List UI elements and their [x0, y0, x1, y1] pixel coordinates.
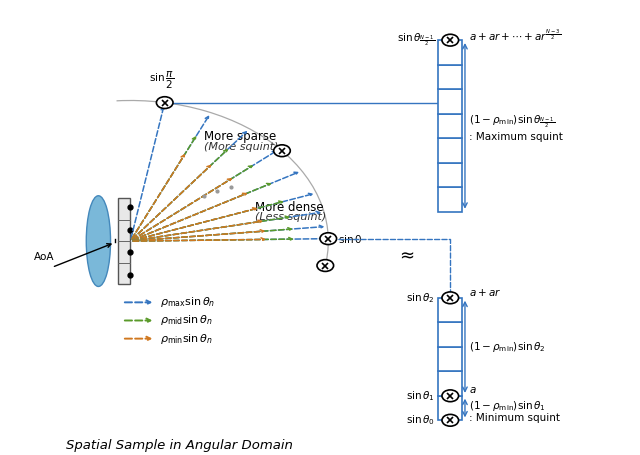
Bar: [438, 371, 463, 396]
Circle shape: [317, 260, 333, 272]
Bar: [438, 65, 463, 89]
Bar: [438, 347, 463, 371]
Bar: [118, 198, 131, 284]
Text: $(1 - \rho_{\min}) \sin\theta_1$: $(1 - \rho_{\min}) \sin\theta_1$: [468, 399, 546, 413]
Bar: [438, 89, 463, 114]
Text: $\sin\theta_2$: $\sin\theta_2$: [406, 291, 435, 305]
Text: : Minimum squint: : Minimum squint: [468, 413, 560, 423]
Bar: [438, 322, 463, 347]
Text: $a$: $a$: [468, 385, 476, 395]
Text: $\rho_{\max} \sin\theta_n$: $\rho_{\max} \sin\theta_n$: [161, 295, 216, 309]
Circle shape: [442, 292, 459, 303]
Text: $\approx$: $\approx$: [396, 246, 414, 264]
Text: More dense: More dense: [255, 201, 323, 213]
Bar: [438, 138, 463, 162]
Bar: [438, 298, 463, 322]
Circle shape: [442, 390, 459, 402]
Text: $\sin\dfrac{\pi}{2}$: $\sin\dfrac{\pi}{2}$: [149, 70, 174, 91]
Circle shape: [156, 97, 173, 109]
Text: $a + ar$: $a + ar$: [468, 287, 501, 298]
Text: $\rho_{\mathrm{mid}} \sin\theta_n$: $\rho_{\mathrm{mid}} \sin\theta_n$: [161, 313, 213, 328]
Text: $(1 - \rho_{\min}) \sin\theta_2$: $(1 - \rho_{\min}) \sin\theta_2$: [468, 340, 545, 354]
Circle shape: [320, 233, 337, 244]
Bar: [438, 187, 463, 212]
Text: : Maximum squint: : Maximum squint: [468, 132, 563, 142]
Text: Spatial Sample in Angular Domain: Spatial Sample in Angular Domain: [66, 439, 293, 452]
Bar: [438, 114, 463, 138]
Circle shape: [442, 415, 459, 426]
Text: $(1 - \rho_{\min}) \sin\theta_{\frac{N-1}{2}}$: $(1 - \rho_{\min}) \sin\theta_{\frac{N-1…: [468, 113, 555, 130]
Bar: [438, 40, 463, 65]
Circle shape: [442, 34, 459, 46]
Text: $a + ar + \cdots + ar^{\frac{N-3}{2}}$: $a + ar + \cdots + ar^{\frac{N-3}{2}}$: [468, 27, 561, 42]
Ellipse shape: [86, 196, 111, 287]
Text: $\sin\theta_1$: $\sin\theta_1$: [406, 389, 435, 403]
Text: (Less squint): (Less squint): [255, 212, 326, 222]
Text: (More squint): (More squint): [204, 142, 278, 152]
Text: $\sin 0$: $\sin 0$: [338, 233, 362, 245]
Text: AoA: AoA: [34, 252, 54, 262]
Text: $\sin\theta_0$: $\sin\theta_0$: [406, 414, 435, 427]
Bar: [438, 162, 463, 187]
Text: $\rho_{\min} \sin\theta_n$: $\rho_{\min} \sin\theta_n$: [161, 332, 213, 346]
Circle shape: [274, 145, 291, 157]
Text: $\sin\theta_{\frac{N-1}{2}}$: $\sin\theta_{\frac{N-1}{2}}$: [397, 32, 435, 49]
Text: More sparse: More sparse: [204, 130, 276, 143]
Bar: [438, 396, 463, 420]
